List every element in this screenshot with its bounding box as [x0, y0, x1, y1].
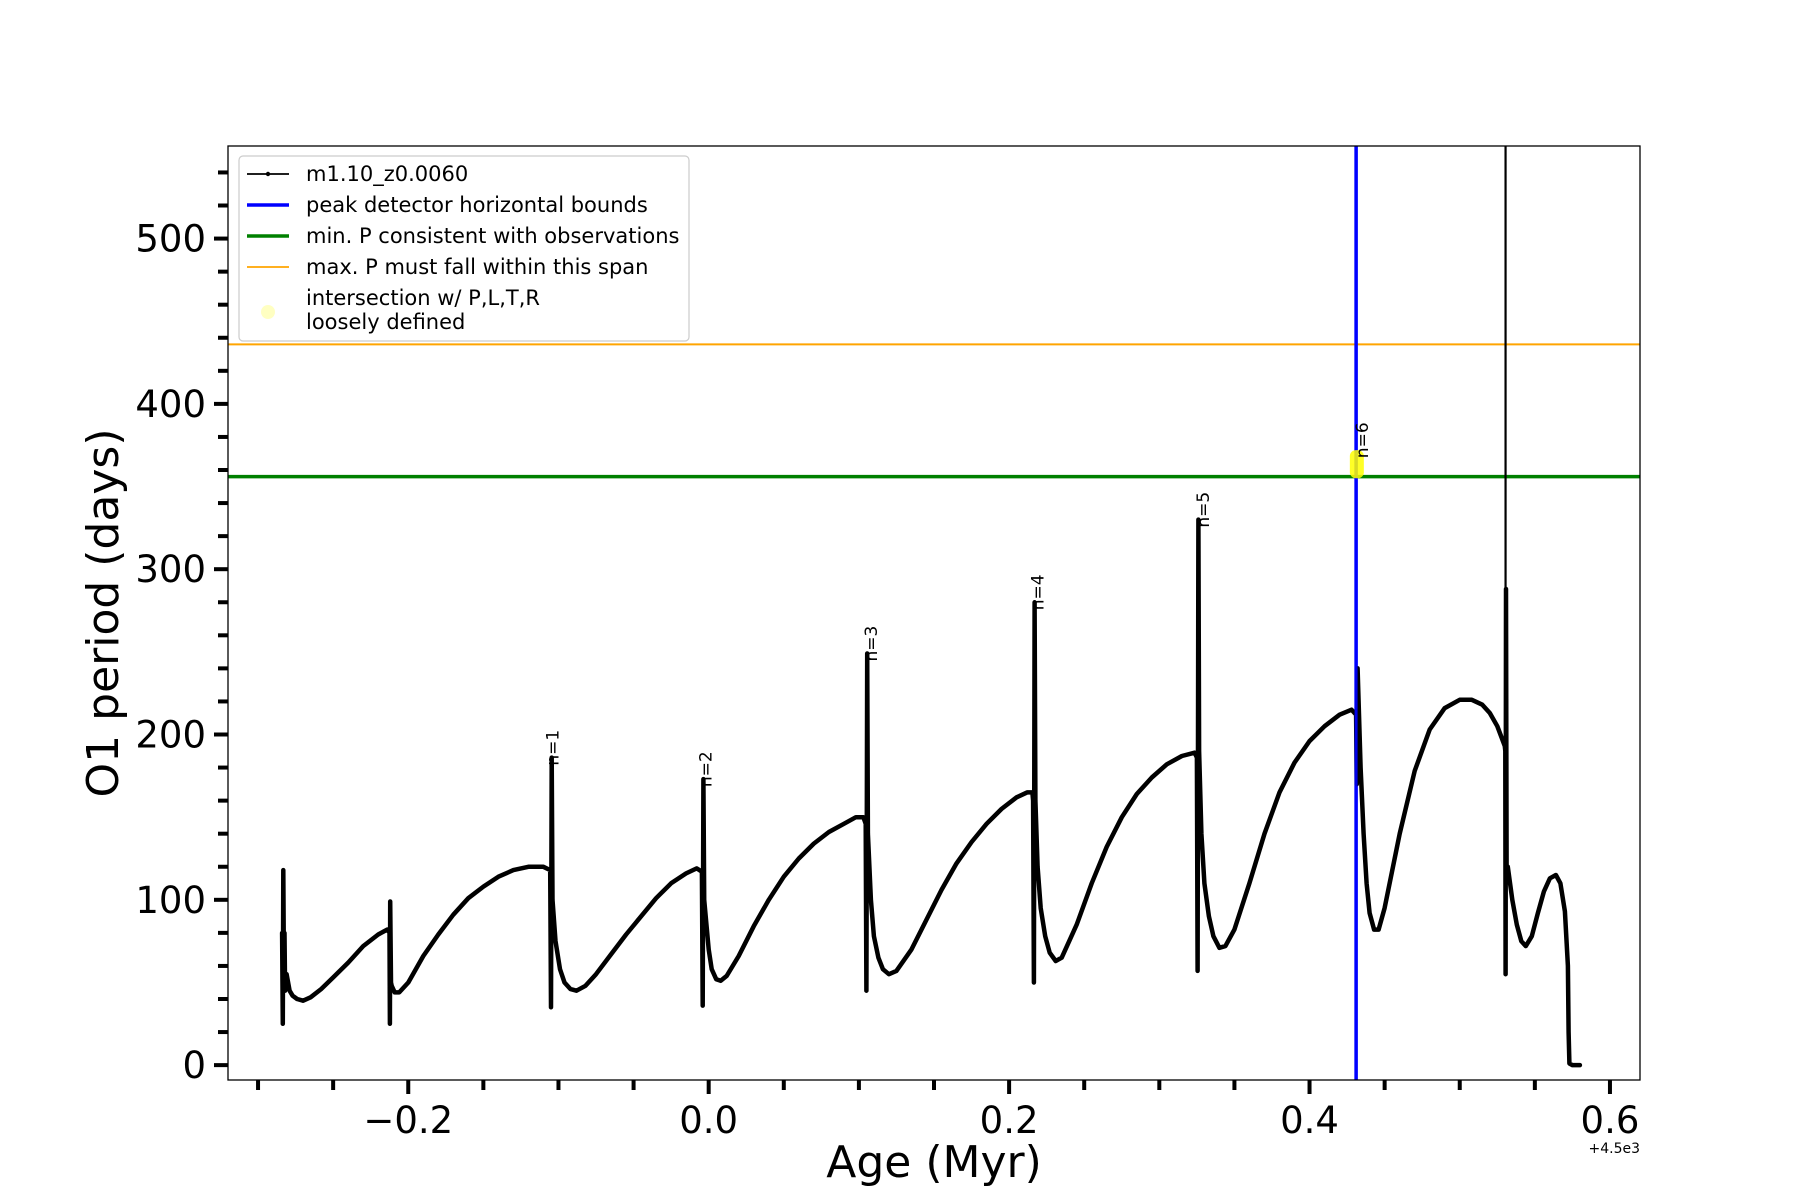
peak-annotation-5: n=5: [1194, 492, 1214, 528]
peak-annotation-3: n=3: [862, 626, 882, 662]
y-tick-label: 0: [182, 1044, 206, 1087]
legend-entry-4-label: max. P must fall within this span: [306, 255, 648, 279]
x-tick-label: −0.2: [363, 1099, 453, 1142]
legend-entry-5-label-line-1: intersection w/ P,L,T,R: [306, 286, 540, 310]
y-tick-label: 500: [135, 218, 206, 261]
peak-annotation-4: n=4: [1029, 574, 1049, 610]
y-tick-label: 400: [135, 383, 206, 426]
y-tick-label: 200: [135, 714, 206, 757]
data-layer: [228, 146, 1640, 1080]
peak-annotation-2: n=2: [697, 751, 717, 787]
y-tick-label: 300: [135, 548, 206, 591]
series-line-0: [279, 517, 1583, 1068]
legend-entry-5-label-line-2: loosely defined: [306, 310, 465, 334]
annotation-layer: n=1 n=2 n=3 n=4 n=5 n=6: [544, 422, 1374, 787]
intersection-highlight: [1349, 450, 1364, 479]
x-tick-label: 0.0: [679, 1099, 738, 1142]
legend-entry-5-marker: [261, 305, 275, 319]
x-tick-label: 0.4: [1280, 1099, 1339, 1142]
x-axis-offset-label: +4.5e3: [1588, 1141, 1640, 1157]
tick-layer: −0.2 0.0 0.2 0.4 0.6 0 100 200 300 400 500: [135, 170, 1640, 1142]
legend-entry-1-swatch-marker: [265, 171, 271, 177]
y-tick-label: 100: [135, 879, 206, 922]
x-tick-label: 0.6: [1581, 1099, 1640, 1142]
x-tick-label: 0.2: [980, 1099, 1039, 1142]
legend-entry-2-label: peak detector horizontal bounds: [306, 193, 648, 217]
y-axis-label: O1 period (days): [78, 429, 129, 798]
legend-entry-1-label: m1.10_z0.0060: [306, 162, 468, 187]
peak-annotation-6: n=6: [1353, 422, 1373, 458]
x-axis-label: Age (Myr): [826, 1137, 1042, 1188]
legend-frame: [238, 155, 690, 342]
legend-entry-3-label: min. P consistent with observations: [306, 224, 679, 248]
peak-annotation-1: n=1: [544, 730, 564, 766]
